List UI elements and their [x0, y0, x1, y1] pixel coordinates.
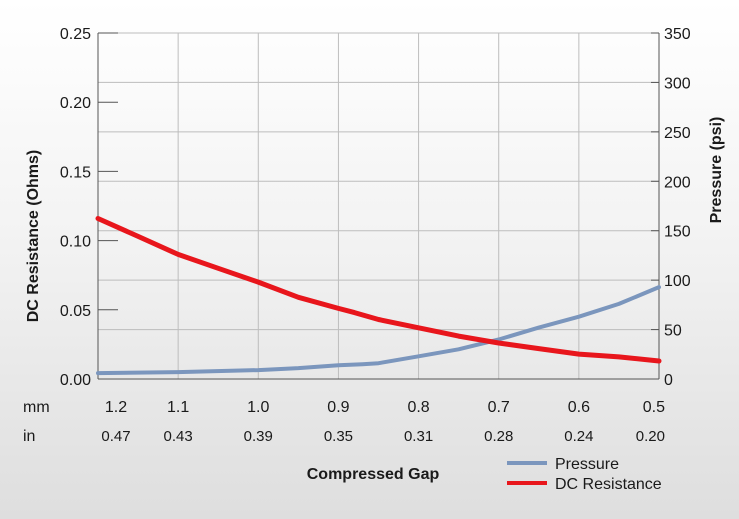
axes — [97, 32, 660, 380]
left-y-tick-label: 0.00 — [60, 372, 91, 389]
grid — [97, 32, 660, 380]
right-y-axis-title: Pressure (psi) — [708, 117, 725, 224]
right-y-tick-label: 0 — [664, 372, 673, 389]
x-tick-label-in: 0.43 — [164, 428, 193, 445]
x-unit-label-mm: mm — [23, 399, 50, 416]
x-tick-label-mm: 0.8 — [407, 399, 429, 416]
right-y-tick-label: 100 — [664, 273, 691, 290]
x-axis-title: Compressed Gap — [307, 466, 440, 483]
x-tick-label-in: 0.20 — [636, 428, 665, 445]
x-tick-label-in: 0.24 — [564, 428, 593, 445]
left-y-tick-label: 0.05 — [60, 303, 91, 320]
right-y-tick-label: 350 — [664, 26, 691, 43]
x-tick-label-in: 0.47 — [101, 428, 130, 445]
right-y-tick-label: 250 — [664, 125, 691, 142]
x-tick-label-in: 0.35 — [324, 428, 353, 445]
x-tick-label-mm: 0.6 — [568, 399, 590, 416]
right-y-tick-label: 50 — [664, 323, 682, 340]
x-tick-label-mm: 0.9 — [327, 399, 349, 416]
tick-labels: 0.00 0.05 0.10 0.15 0.20 0.25 0 50 100 150 200 250 3… — [23, 26, 691, 445]
left-y-tick-label: 0.10 — [60, 234, 91, 251]
left-y-tick-label: 0.20 — [60, 95, 91, 112]
series-line-dc-resistance — [95, 216, 662, 364]
legend: Pressure DC Resistance — [507, 456, 662, 493]
right-y-tick-label: 150 — [664, 224, 691, 241]
x-tick-label-in: 0.39 — [244, 428, 273, 445]
x-tick-label-in: 0.28 — [484, 428, 513, 445]
legend-label-pressure: Pressure — [555, 456, 619, 473]
series — [95, 216, 662, 376]
x-tick-label-mm: 1.2 — [105, 399, 127, 416]
x-tick-label-mm: 0.5 — [643, 399, 665, 416]
left-y-tick-label: 0.25 — [60, 26, 91, 43]
right-y-tick-label: 200 — [664, 174, 691, 191]
x-tick-label-mm: 0.7 — [488, 399, 510, 416]
x-tick-label-in: 0.31 — [404, 428, 433, 445]
x-unit-label-in: in — [23, 428, 35, 445]
right-y-tick-label: 300 — [664, 75, 691, 92]
legend-label-dc-resistance: DC Resistance — [555, 476, 662, 493]
left-y-axis-title: DC Resistance (Ohms) — [25, 150, 42, 323]
x-tick-label-mm: 1.0 — [247, 399, 269, 416]
x-tick-label-mm: 1.1 — [167, 399, 189, 416]
series-line-pressure — [96, 285, 661, 376]
left-y-tick-label: 0.15 — [60, 164, 91, 181]
